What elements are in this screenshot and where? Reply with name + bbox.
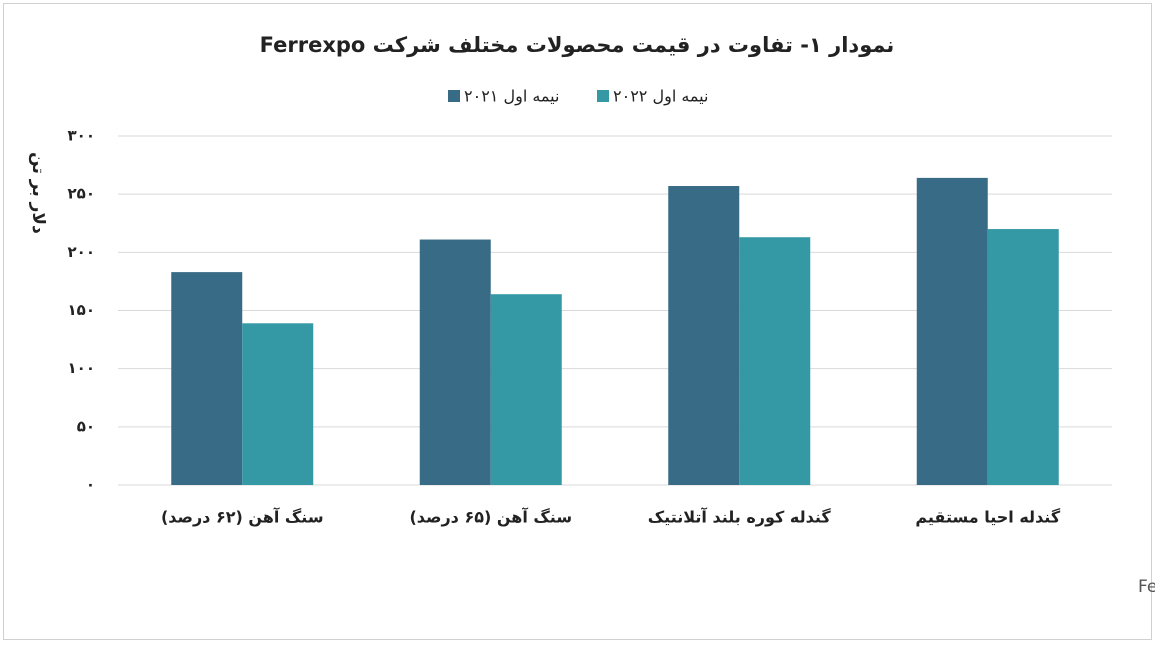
- y-tick-label: ۱۰۰: [68, 359, 95, 377]
- legend-swatch: [448, 90, 460, 102]
- x-tick-label: سنگ آهن (۶۲ درصد): [161, 507, 324, 527]
- x-tick-label: گندله کوره بلند آتلانتیک: [648, 507, 832, 527]
- y-tick-label: ۲۰۰: [68, 243, 95, 261]
- bar: [419, 239, 491, 485]
- bar: [739, 237, 811, 485]
- x-tick-label: سنگ آهن (۶۵ درصد): [409, 507, 572, 527]
- y-tick-label: ۱۵۰: [68, 301, 95, 319]
- source: منبع: Ferrexpo,AtrupatConsulting: [1138, 577, 1155, 597]
- bar: [490, 294, 562, 485]
- bar: [668, 186, 740, 486]
- legend-swatch: [597, 90, 609, 102]
- y-tick-label: ۳۰۰: [68, 127, 95, 145]
- y-tick-label: ۵۰: [77, 417, 95, 435]
- chart-title: نمودار ۱- تفاوت در قیمت محصولات مختلف شر…: [260, 33, 895, 57]
- y-tick-label: ۲۵۰: [68, 185, 95, 203]
- bar: [916, 177, 988, 485]
- legend-label: نیمه اول ۲۰۲۱: [464, 87, 559, 107]
- y-axis-label: دلار بر تن: [28, 152, 48, 234]
- bar: [242, 323, 314, 485]
- legend-label: نیمه اول ۲۰۲۲: [613, 87, 708, 107]
- y-tick-label: ۰: [86, 476, 95, 494]
- x-tick-label: گندله احیا مستقیم: [915, 508, 1060, 527]
- bar: [171, 272, 243, 485]
- bar: [987, 229, 1059, 485]
- frame: [3, 3, 1152, 640]
